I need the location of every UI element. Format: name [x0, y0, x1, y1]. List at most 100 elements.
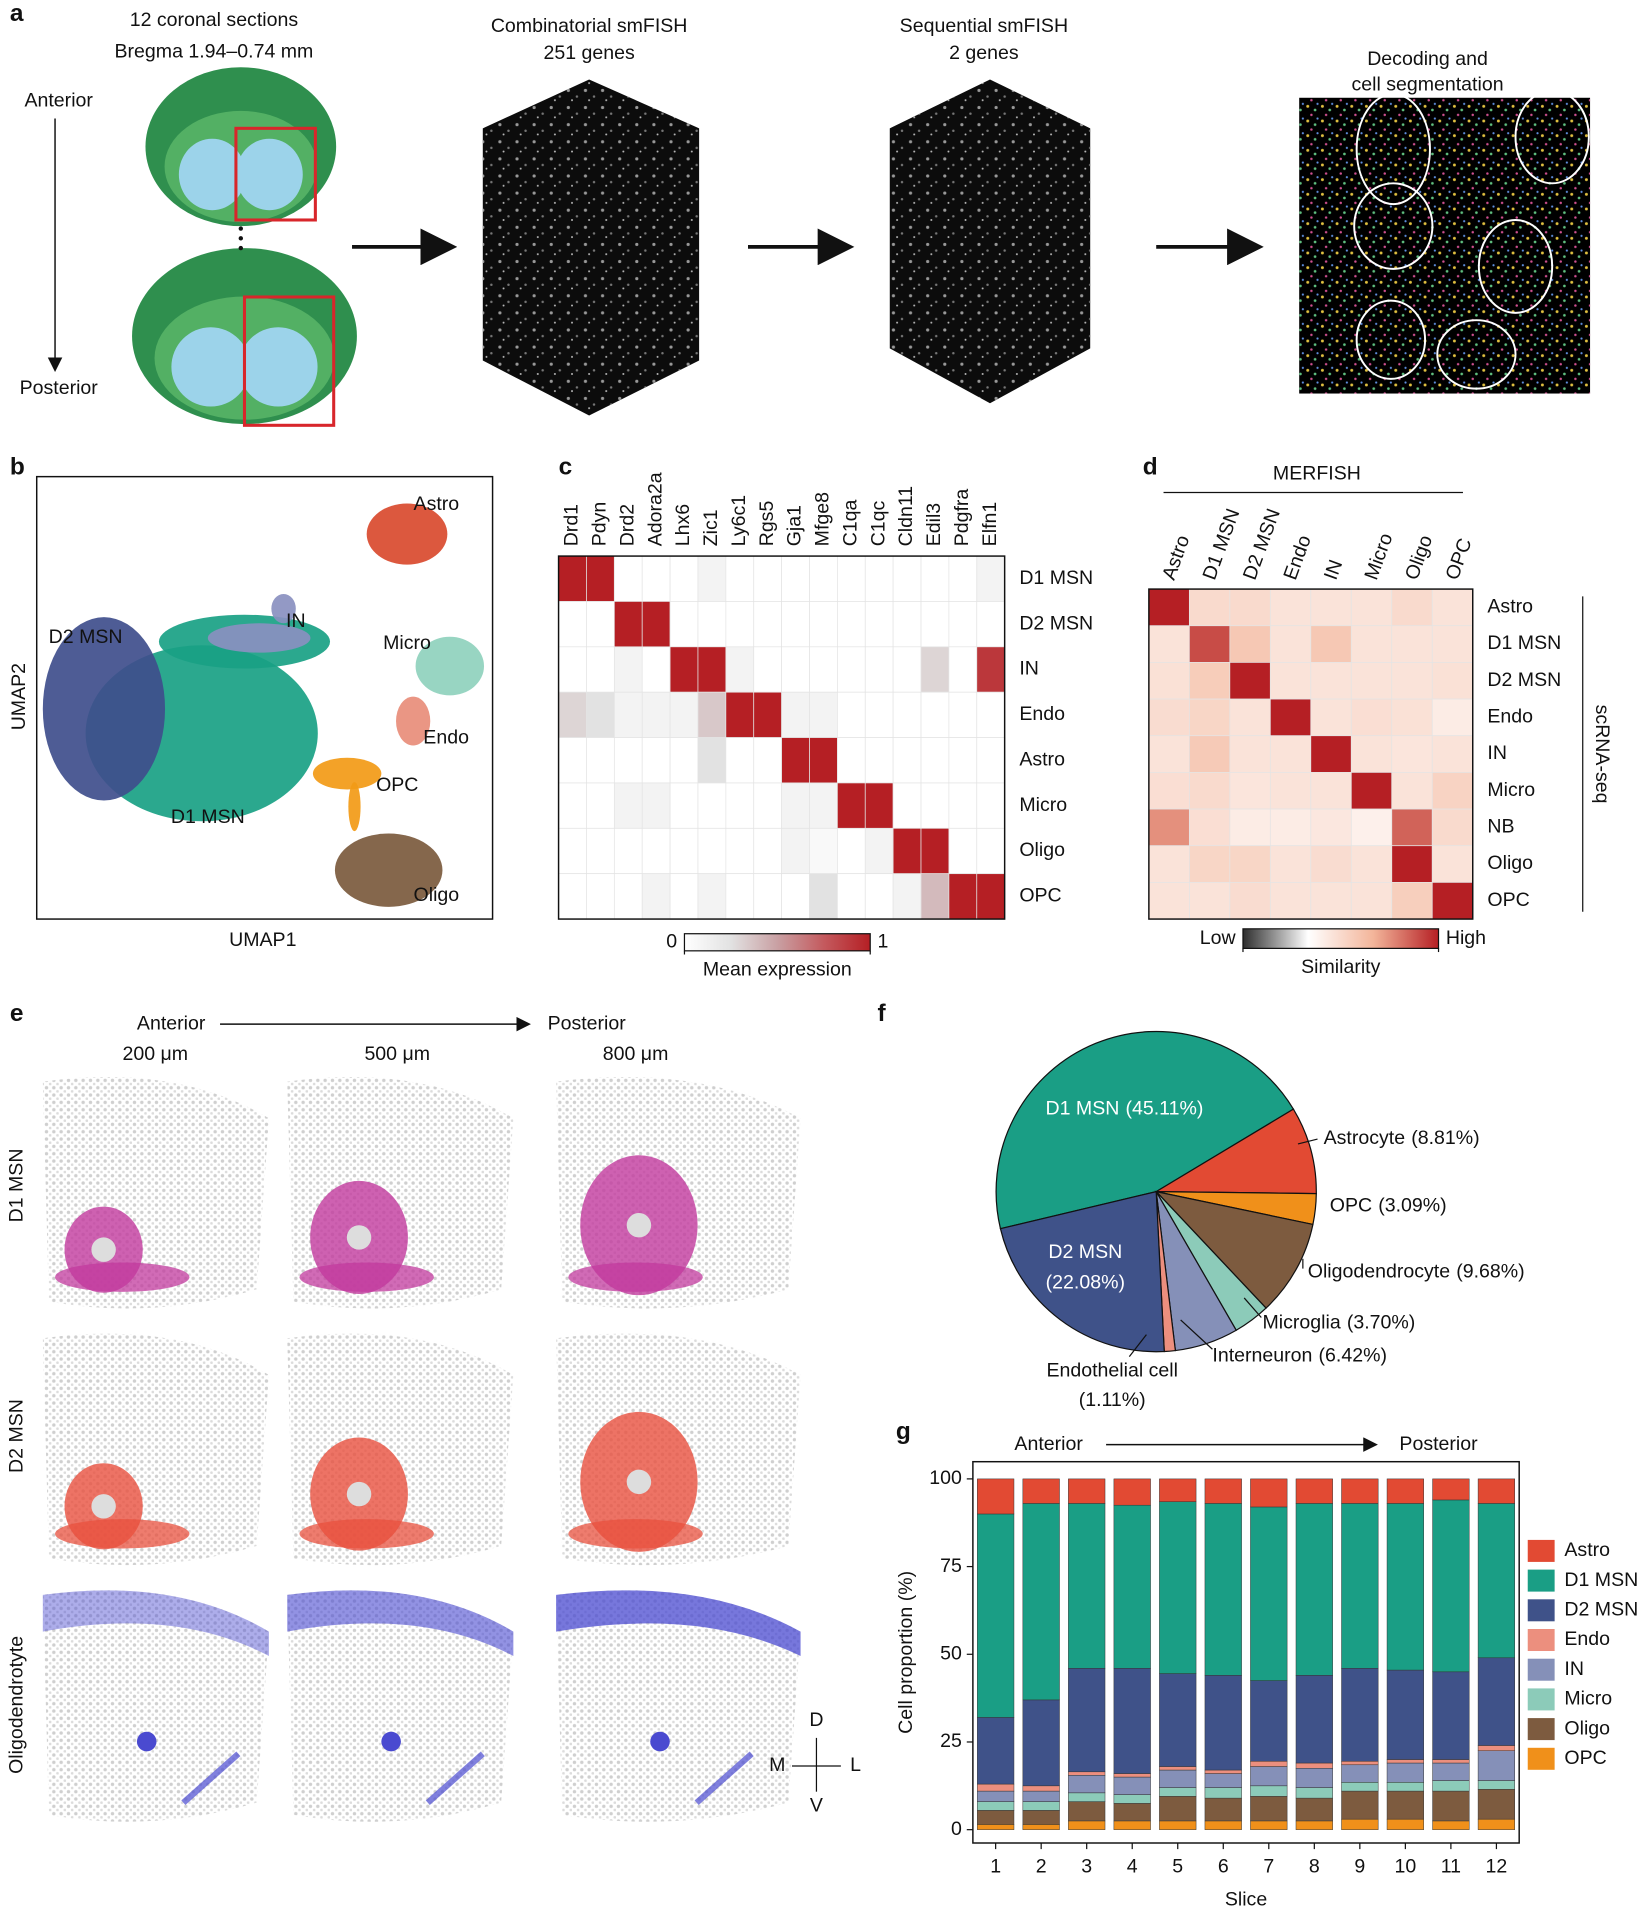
brain-region [171, 327, 251, 407]
x-tick-label: 1 [990, 1856, 1001, 1878]
bar-segment [1159, 1820, 1197, 1830]
heatmap-cell [948, 691, 978, 738]
slice-percent: (45.11%) [1125, 1098, 1203, 1120]
colorbar-label: Mean expression [703, 959, 852, 981]
heatmap-cell [809, 555, 838, 602]
bar-segment [1341, 1503, 1379, 1669]
ellipsis-dot [238, 236, 244, 241]
bar-segment [1113, 1504, 1151, 1669]
bar-segment [977, 1478, 1015, 1515]
bar-segment [1477, 1657, 1515, 1746]
panel-label: e [10, 1000, 24, 1027]
bar-segment [977, 1824, 1015, 1830]
column-label: Drd1 [561, 504, 583, 546]
slice-name: Astrocyte [1324, 1127, 1405, 1149]
heatmap-cell [920, 601, 950, 648]
heatmap-cell [864, 782, 894, 829]
image-stack-texture [889, 79, 1091, 404]
heatmap-cell [725, 737, 755, 784]
legend-label: OPC [1564, 1747, 1606, 1769]
heatmap-frame [557, 555, 1006, 920]
cell-type-region [299, 1262, 434, 1292]
oligo-region [287, 1590, 514, 1657]
bar-segment [1477, 1789, 1515, 1820]
tissue-section [42, 1590, 269, 1822]
column-label: Adora2a [644, 472, 666, 546]
column-label: Endo [1279, 532, 1315, 583]
column-label: Oligo [1401, 532, 1437, 583]
cell-type-region [55, 1519, 190, 1549]
heatmap-cell [725, 601, 755, 648]
bar-segment [1341, 1818, 1379, 1830]
anterior-label: Anterior [137, 1012, 206, 1034]
anterior-label: Anterior [24, 90, 93, 112]
heatmap-cell [697, 646, 727, 693]
transcript-spots [1299, 97, 1591, 394]
x-tick-label: 5 [1172, 1856, 1183, 1878]
heatmap-cell [892, 555, 922, 602]
bar-segment [1113, 1776, 1151, 1795]
bar-segment [977, 1801, 1015, 1811]
legend-swatch [1527, 1569, 1555, 1592]
heatmap-cell [753, 646, 782, 693]
heatmap-cell [892, 691, 922, 738]
heatmap-cell [1431, 662, 1474, 700]
heatmap-cell [837, 646, 866, 693]
slice-name: OPC [1330, 1194, 1372, 1216]
compass-label: L [850, 1754, 861, 1776]
roi-box [242, 295, 336, 427]
panel-label: c [559, 454, 573, 481]
heatmap-cell [613, 601, 643, 648]
y-tick-label: 0 [951, 1818, 962, 1840]
roi-box [234, 126, 317, 222]
bar-segment [977, 1790, 1015, 1802]
heatmap-cell [1188, 698, 1231, 737]
bar-segment [1250, 1761, 1288, 1767]
heatmap-cell [1148, 882, 1190, 920]
bar-segment [1068, 1801, 1106, 1822]
bar-segment [1159, 1766, 1197, 1771]
bar-segment [1159, 1501, 1197, 1674]
bar-segment [1477, 1818, 1515, 1830]
heatmap-cell [781, 782, 810, 829]
bar-segment [977, 1513, 1015, 1718]
heatmap-cell [837, 873, 866, 920]
bar-segment [1250, 1796, 1288, 1822]
bar-segment [1477, 1780, 1515, 1790]
slice-name: Interneuron [1212, 1345, 1312, 1367]
slice-percent: (9.68%) [1456, 1260, 1524, 1282]
anterior-label: Anterior [1014, 1433, 1083, 1455]
heatmap-cell [976, 873, 1006, 920]
bar-segment [1432, 1790, 1470, 1822]
column-label: OPC [1441, 535, 1476, 582]
bar-segment [1159, 1796, 1197, 1822]
column-label: D2 MSN [1239, 506, 1285, 583]
slice-percent: (6.42%) [1319, 1345, 1387, 1367]
heatmap-cell [1350, 845, 1393, 883]
cluster-label: D2 MSN [49, 626, 123, 648]
heatmap-cell [641, 646, 671, 693]
bar-segment [1022, 1790, 1060, 1802]
bar-segment [1250, 1820, 1288, 1830]
heatmap-cell [1188, 845, 1231, 883]
heatmap-cell [1269, 588, 1312, 627]
heatmap-cell [753, 691, 782, 738]
heatmap-cell [586, 691, 615, 738]
column-group-title: MERFISH [1273, 462, 1361, 484]
heatmap-cell [641, 601, 671, 648]
heatmap-cell [558, 646, 587, 693]
heatmap-cell [586, 782, 615, 829]
bar-segment [1386, 1669, 1424, 1760]
legend-label: Endo [1564, 1628, 1610, 1650]
heatmap-cell [753, 873, 782, 920]
heatmap-cell [641, 782, 671, 829]
column-label: Zic1 [700, 509, 722, 546]
y-tick-label: 100 [929, 1467, 962, 1489]
heatmap-cell [725, 691, 755, 738]
colorbar-tick-label: 0 [666, 930, 677, 952]
row-label: Oligo [1487, 852, 1533, 874]
heatmap-cell [1310, 772, 1352, 810]
heatmap-cell [920, 646, 950, 693]
heatmap-cell [837, 601, 866, 648]
bar-segment [1386, 1503, 1424, 1671]
